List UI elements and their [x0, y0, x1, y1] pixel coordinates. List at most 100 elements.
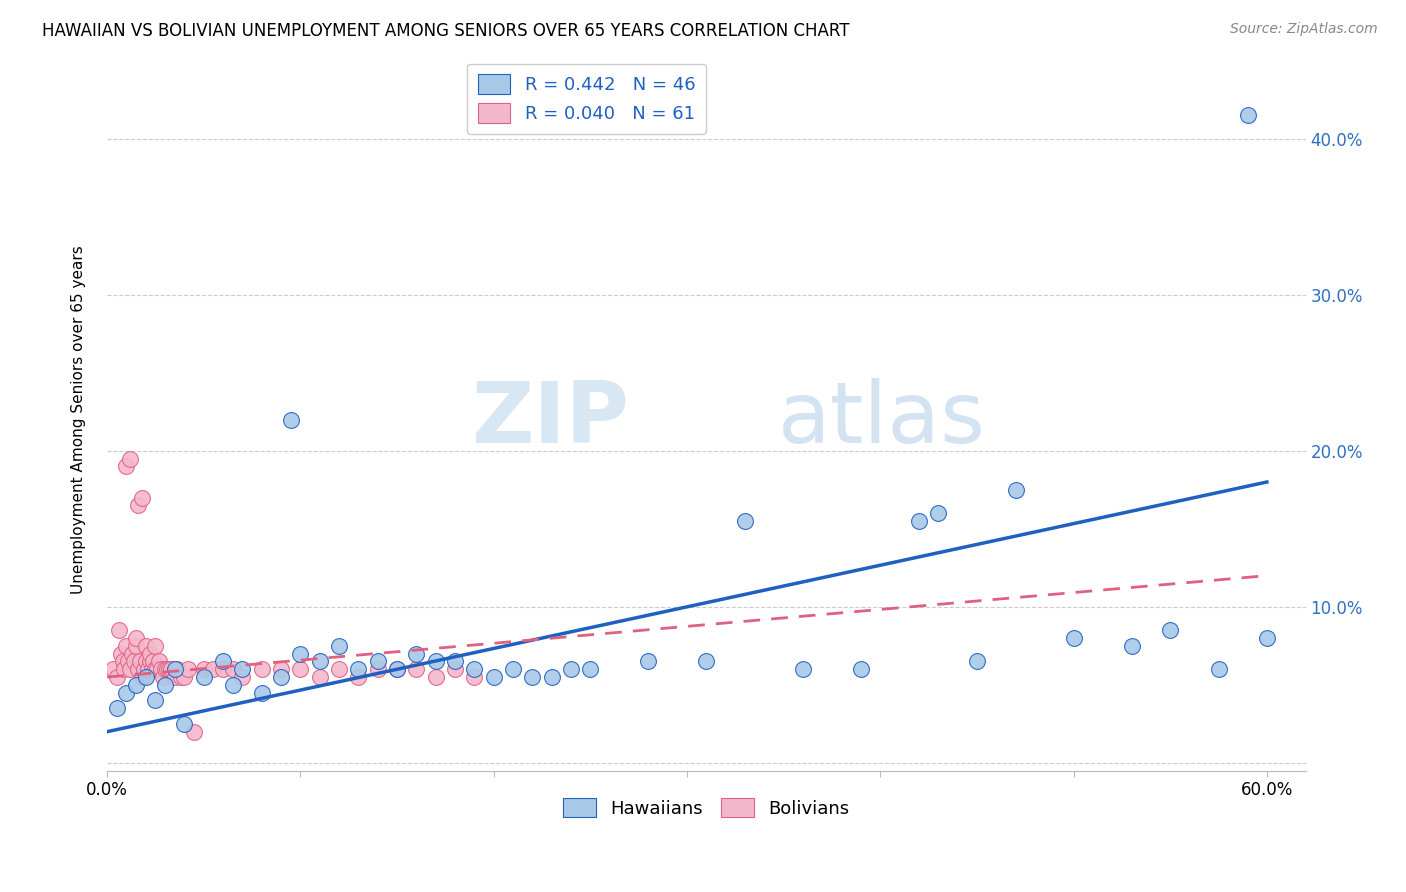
Point	[193, 670, 215, 684]
Point	[166, 662, 188, 676]
Point	[105, 701, 128, 715]
Point	[114, 662, 136, 676]
Point	[1159, 624, 1181, 638]
Text: ZIP: ZIP	[471, 378, 628, 461]
Point	[927, 506, 949, 520]
Text: atlas: atlas	[778, 378, 986, 461]
Point	[270, 670, 292, 684]
Point	[127, 499, 149, 513]
Point	[183, 724, 205, 739]
Point	[131, 491, 153, 505]
Point	[290, 662, 312, 676]
Point	[966, 655, 988, 669]
Point	[1121, 639, 1143, 653]
Point	[792, 662, 814, 676]
Point	[101, 662, 124, 676]
Point	[115, 639, 138, 653]
Point	[347, 662, 370, 676]
Point	[169, 670, 191, 684]
Point	[908, 514, 931, 528]
Point	[129, 655, 152, 669]
Point	[127, 662, 149, 676]
Point	[132, 662, 155, 676]
Point	[138, 647, 160, 661]
Point	[222, 678, 245, 692]
Point	[1063, 631, 1085, 645]
Point	[463, 670, 485, 684]
Point	[120, 662, 142, 676]
Point	[193, 662, 215, 676]
Point	[117, 655, 139, 669]
Point	[308, 655, 330, 669]
Point	[1004, 483, 1026, 497]
Point	[150, 662, 173, 676]
Point	[153, 678, 176, 692]
Point	[107, 624, 129, 638]
Point	[146, 662, 169, 676]
Point	[250, 686, 273, 700]
Point	[1256, 631, 1278, 645]
Point	[121, 647, 143, 661]
Point	[163, 670, 186, 684]
Point	[579, 662, 602, 676]
Point	[145, 693, 167, 707]
Point	[173, 670, 195, 684]
Point	[695, 655, 717, 669]
Point	[202, 662, 225, 676]
Point	[250, 662, 273, 676]
Point	[145, 662, 167, 676]
Point	[136, 662, 159, 676]
Point	[120, 451, 142, 466]
Point	[367, 662, 389, 676]
Point	[734, 514, 756, 528]
Point	[1236, 108, 1258, 122]
Point	[290, 647, 312, 661]
Point	[135, 670, 157, 684]
Point	[540, 670, 562, 684]
Point	[444, 655, 467, 669]
Point	[425, 655, 447, 669]
Point	[173, 717, 195, 731]
Point	[231, 662, 253, 676]
Point	[328, 662, 350, 676]
Point	[849, 662, 872, 676]
Point	[160, 662, 183, 676]
Point	[177, 662, 200, 676]
Point	[110, 647, 132, 661]
Point	[385, 662, 408, 676]
Point	[115, 459, 138, 474]
Point	[125, 639, 148, 653]
Point	[145, 639, 167, 653]
Point	[385, 662, 408, 676]
Point	[153, 662, 176, 676]
Point	[222, 662, 245, 676]
Point	[135, 639, 157, 653]
Y-axis label: Unemployment Among Seniors over 65 years: Unemployment Among Seniors over 65 years	[72, 245, 86, 594]
Point	[280, 412, 302, 426]
Point	[135, 655, 157, 669]
Text: HAWAIIAN VS BOLIVIAN UNEMPLOYMENT AMONG SENIORS OVER 65 YEARS CORRELATION CHART: HAWAIIAN VS BOLIVIAN UNEMPLOYMENT AMONG …	[42, 22, 849, 40]
Point	[522, 670, 544, 684]
Point	[115, 686, 138, 700]
Point	[308, 670, 330, 684]
Point	[148, 655, 170, 669]
Point	[157, 662, 180, 676]
Point	[1208, 662, 1230, 676]
Point	[560, 662, 582, 676]
Point	[111, 655, 134, 669]
Point	[156, 662, 179, 676]
Point	[328, 639, 350, 653]
Point	[425, 670, 447, 684]
Point	[463, 662, 485, 676]
Point	[367, 655, 389, 669]
Point	[444, 662, 467, 676]
Point	[122, 655, 145, 669]
Point	[125, 678, 148, 692]
Point	[212, 662, 235, 676]
Legend: Hawaiians, Bolivians: Hawaiians, Bolivians	[557, 790, 856, 825]
Point	[152, 670, 174, 684]
Point	[138, 655, 160, 669]
Point	[405, 662, 427, 676]
Point	[347, 670, 370, 684]
Point	[482, 670, 505, 684]
